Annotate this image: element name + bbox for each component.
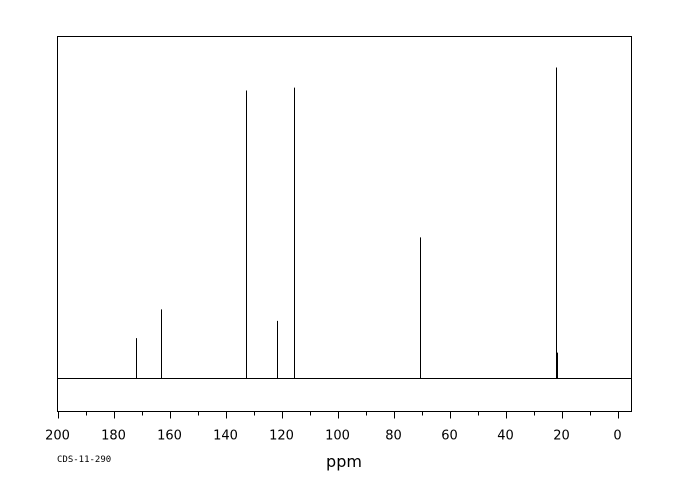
x-axis-ticks: 200 180 160 140 120 100 80 60 40 20 0 bbox=[45, 411, 622, 444]
x-tick-label-140: 140 bbox=[213, 429, 238, 444]
x-tick-label-60: 60 bbox=[441, 429, 458, 444]
compound-code: CDS-11-290 bbox=[57, 455, 112, 465]
x-tick-label-200: 200 bbox=[45, 429, 70, 444]
x-tick-label-80: 80 bbox=[385, 429, 402, 444]
x-tick-label-100: 100 bbox=[325, 429, 350, 444]
x-axis-label: ppm bbox=[326, 452, 362, 471]
peak-group bbox=[136, 67, 558, 379]
x-tick-label-180: 180 bbox=[101, 429, 126, 444]
x-tick-label-0: 0 bbox=[613, 429, 621, 444]
x-tick-label-40: 40 bbox=[497, 429, 514, 444]
x-tick-label-160: 160 bbox=[157, 429, 182, 444]
plot-frame bbox=[57, 36, 632, 412]
x-tick-label-20: 20 bbox=[553, 429, 570, 444]
x-tick-label-120: 120 bbox=[269, 429, 294, 444]
